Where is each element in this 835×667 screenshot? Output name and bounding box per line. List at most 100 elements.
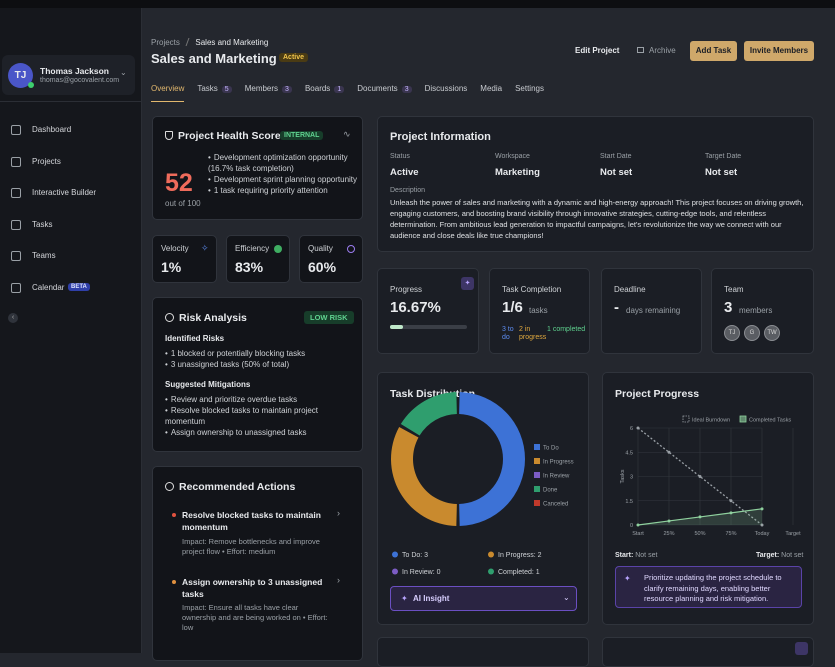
chevron: ⌄ (120, 68, 127, 77)
series-point (636, 426, 640, 430)
footer-label: Start: (615, 552, 634, 559)
breadcrumb-item: Sales and Marketing (195, 38, 269, 47)
field-label: Start Date (600, 153, 632, 160)
metric-value: 1% (161, 259, 182, 275)
breadcrumb: Projects Sales and Marketing (151, 38, 268, 47)
x-tick-label: Target (785, 531, 801, 537)
stat-label: Progress (390, 285, 423, 294)
archive-button[interactable]: Archive (637, 46, 676, 55)
distribution-card: Task Distribution To Do In Progress In Rev… (377, 372, 589, 625)
priority-dot (172, 513, 176, 517)
chevron[interactable]: › (337, 575, 340, 585)
risk-badge: LOW RISK (304, 311, 354, 324)
bottom-card (377, 637, 589, 667)
tab[interactable]: Tasks 5 (197, 84, 232, 102)
legend-swatch (534, 486, 540, 492)
nav-item[interactable]: Calendar BETA (0, 280, 141, 296)
card-title: Project Information (390, 131, 491, 143)
mitigation-item: Resolve blocked tasks to maintain projec… (165, 405, 345, 427)
summary-dot (392, 568, 398, 575)
tab-count: 1 (334, 86, 345, 93)
legend-label: To Do (543, 446, 559, 452)
section-title: Suggested Mitigations (165, 380, 251, 389)
edit-button[interactable]: Edit Project (575, 46, 620, 55)
invite-button[interactable]: Invite Members (744, 41, 814, 61)
tab[interactable]: Members 3 (245, 84, 292, 102)
status-badge: Active (279, 53, 309, 62)
donut-slice (400, 392, 457, 436)
sparkle-icon: ✦ (401, 594, 408, 603)
risk-item: 3 unassigned tasks (50% of total) (165, 359, 355, 370)
nav-item[interactable]: Tasks (0, 217, 141, 233)
action-title[interactable]: Resolve blocked tasks to maintain moment… (182, 510, 321, 532)
tab[interactable]: Overview (151, 84, 185, 102)
tab-label: Tasks (197, 84, 218, 93)
nav-item[interactable]: Projects (0, 154, 141, 170)
sparkle-icon (795, 642, 808, 655)
legend-label: Ideal Burndown (692, 418, 730, 424)
metric-icon (274, 245, 282, 253)
legend-label: Completed Tasks (749, 418, 791, 424)
tab-count: 5 (221, 86, 232, 93)
risk-card: Risk Analysis LOW RISK Identified Risks … (152, 297, 363, 452)
nav-icon (11, 188, 21, 198)
action-title[interactable]: Assign ownership to 3 unassigned tasks (182, 577, 323, 599)
tab[interactable]: Documents 3 (357, 84, 412, 102)
summary-label: In Progress: 2 (498, 552, 542, 559)
ai-insight-button[interactable]: ✦ AI Insight ⌄ (390, 586, 577, 611)
series-point (667, 519, 671, 523)
stat-value: - (614, 299, 619, 316)
tab-count: 3 (401, 86, 412, 93)
avatar: TJ (724, 325, 740, 341)
x-tick-label: Start (632, 531, 644, 537)
tab[interactable]: Settings (515, 84, 544, 102)
field-label: Target Date (705, 153, 742, 160)
y-tick-label: 6 (630, 426, 633, 432)
tab-label: Documents (357, 84, 398, 93)
stat-value: 1/6 (502, 299, 523, 316)
user-box[interactable]: TJ Thomas Jackson thomas@gocovalent.com … (2, 55, 135, 95)
nav-item[interactable]: Dashboard (0, 122, 141, 138)
window-bar (0, 0, 835, 8)
add-task-button[interactable]: Add Task (690, 41, 737, 61)
metric-icon (347, 245, 355, 253)
stat-label: Team (724, 285, 744, 294)
tab[interactable]: Media (480, 84, 502, 102)
breadcrumb-item[interactable]: Projects (151, 38, 180, 47)
breakdown: 1 completed (547, 326, 586, 333)
priority-dot (172, 580, 176, 584)
metric-value: 60% (308, 259, 337, 275)
summary-dot (488, 568, 494, 575)
field-value: Marketing (495, 167, 540, 178)
donut-slice (459, 392, 526, 526)
description: Unleash the power of sales and marketing… (390, 198, 804, 240)
x-tick-label: 50% (694, 531, 705, 537)
metric-value: 83% (235, 259, 264, 275)
collapse-button[interactable]: ‹ (8, 313, 18, 323)
stat-unit: members (739, 306, 773, 315)
bullet: 1 task requiring priority attention (208, 185, 358, 196)
legend-label: In Progress (543, 460, 574, 466)
card-title: Recommended Actions (165, 481, 295, 493)
metric-label: Efficiency (235, 244, 270, 253)
chevron[interactable]: › (337, 508, 340, 518)
tab-count: 3 (282, 86, 292, 93)
pulse-icon: ∿ (343, 129, 351, 139)
nav-label: Dashboard (32, 125, 72, 134)
nav-item[interactable]: Teams (0, 248, 141, 264)
series-point (698, 515, 702, 519)
progress-card: Project Progress 0 1.5 3 4.5 6 Start 25% 50% 75%… (602, 372, 814, 625)
footer-value: Not set (635, 552, 658, 559)
tab[interactable]: Boards 1 (305, 84, 345, 102)
badge: INTERNAL (280, 131, 324, 140)
tab[interactable]: Discussions (425, 84, 468, 102)
metric-icon: ✧ (201, 243, 209, 253)
insight-text: Prioritize updating the project schedule… (644, 573, 782, 603)
section-title: Identified Risks (165, 334, 225, 343)
mitigation-item: Review and prioritize overdue tasks (165, 394, 345, 405)
nav-item[interactable]: Interactive Builder (0, 185, 141, 201)
card-title: Project Health Score (165, 130, 281, 142)
series-point (667, 450, 671, 454)
legend-swatch (534, 458, 540, 464)
breakdown: 2 in progress (519, 326, 547, 341)
